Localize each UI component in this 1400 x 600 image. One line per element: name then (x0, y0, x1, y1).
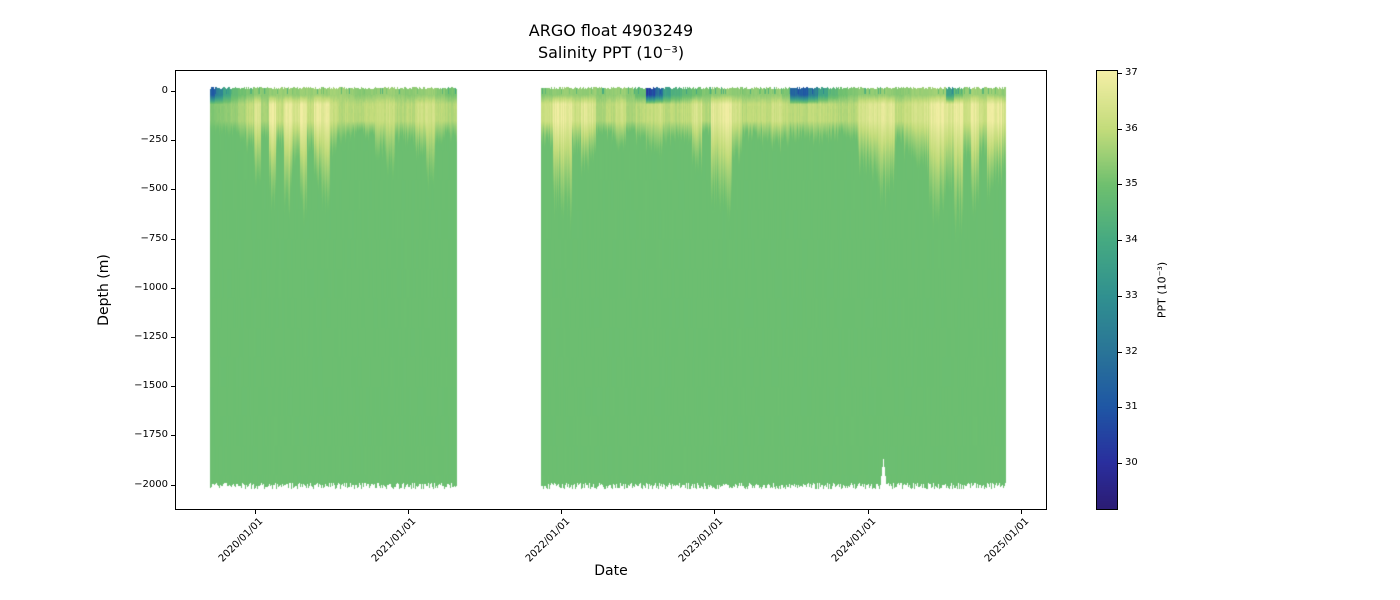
colorbar-tick-label: 31 (1125, 401, 1138, 413)
colorbar (1096, 70, 1118, 510)
x-tick-mark (714, 510, 716, 514)
x-tick-label: 2024/01/01 (829, 516, 879, 565)
y-tick-label: −250 (140, 134, 168, 146)
colorbar-tick-label: 37 (1125, 66, 1138, 78)
y-tick-label: −1750 (134, 429, 168, 441)
colorbar-tick-mark (1118, 240, 1122, 242)
y-tick-mark (171, 189, 175, 191)
colorbar-tick-label: 34 (1125, 234, 1138, 246)
x-tick-label: 2022/01/01 (523, 516, 572, 565)
y-tick-label: 0 (161, 85, 168, 96)
y-tick-mark (171, 140, 175, 142)
y-tick-mark (171, 386, 175, 388)
colorbar-tick-mark (1118, 184, 1122, 186)
y-tick-label: −750 (140, 232, 168, 244)
x-tick-label: 2021/01/01 (370, 516, 419, 565)
colorbar-tick-label: 35 (1125, 178, 1138, 190)
x-tick-mark (407, 510, 409, 514)
colorbar-tick-mark (1118, 407, 1122, 409)
colorbar-label: PPT (10⁻³) (1155, 261, 1169, 319)
salinity-heatmap (176, 71, 1046, 509)
plot-area (175, 70, 1047, 510)
y-tick-mark (171, 337, 175, 338)
x-tick-label: 2025/01/01 (983, 516, 1032, 565)
colorbar-tick-label: 30 (1125, 457, 1138, 469)
y-tick-label: −500 (140, 183, 168, 195)
colorbar-tick-mark (1118, 72, 1122, 74)
y-tick-label: −1500 (134, 380, 168, 392)
colorbar-gradient (1097, 71, 1117, 509)
x-tick-mark (1020, 510, 1022, 514)
x-tick-mark (561, 510, 563, 514)
y-tick-mark (171, 435, 175, 437)
colorbar-tick-mark (1118, 463, 1122, 465)
colorbar-tick-mark (1118, 351, 1122, 353)
chart-subtitle: Salinity PPT (10⁻³) (537, 43, 685, 62)
colorbar-tick-label: 32 (1125, 345, 1138, 357)
y-tick-mark (171, 91, 175, 92)
colorbar-tick-label: 36 (1125, 122, 1138, 134)
y-tick-mark (171, 484, 175, 486)
y-tick-mark (171, 287, 175, 289)
colorbar-tick-mark (1118, 295, 1122, 297)
y-tick-label: −1000 (134, 281, 168, 293)
y-tick-mark (171, 238, 175, 240)
x-axis-label: Date (594, 563, 628, 579)
y-tick-label: −1250 (134, 331, 168, 342)
x-tick-mark (867, 510, 869, 514)
colorbar-tick-label: 33 (1125, 289, 1138, 301)
colorbar-tick-mark (1118, 128, 1122, 130)
x-tick-label: 2020/01/01 (216, 516, 266, 565)
x-tick-mark (254, 510, 256, 514)
x-tick-label: 2023/01/01 (676, 516, 726, 565)
y-tick-label: −2000 (134, 478, 168, 490)
chart-title: ARGO float 4903249 (528, 21, 694, 40)
